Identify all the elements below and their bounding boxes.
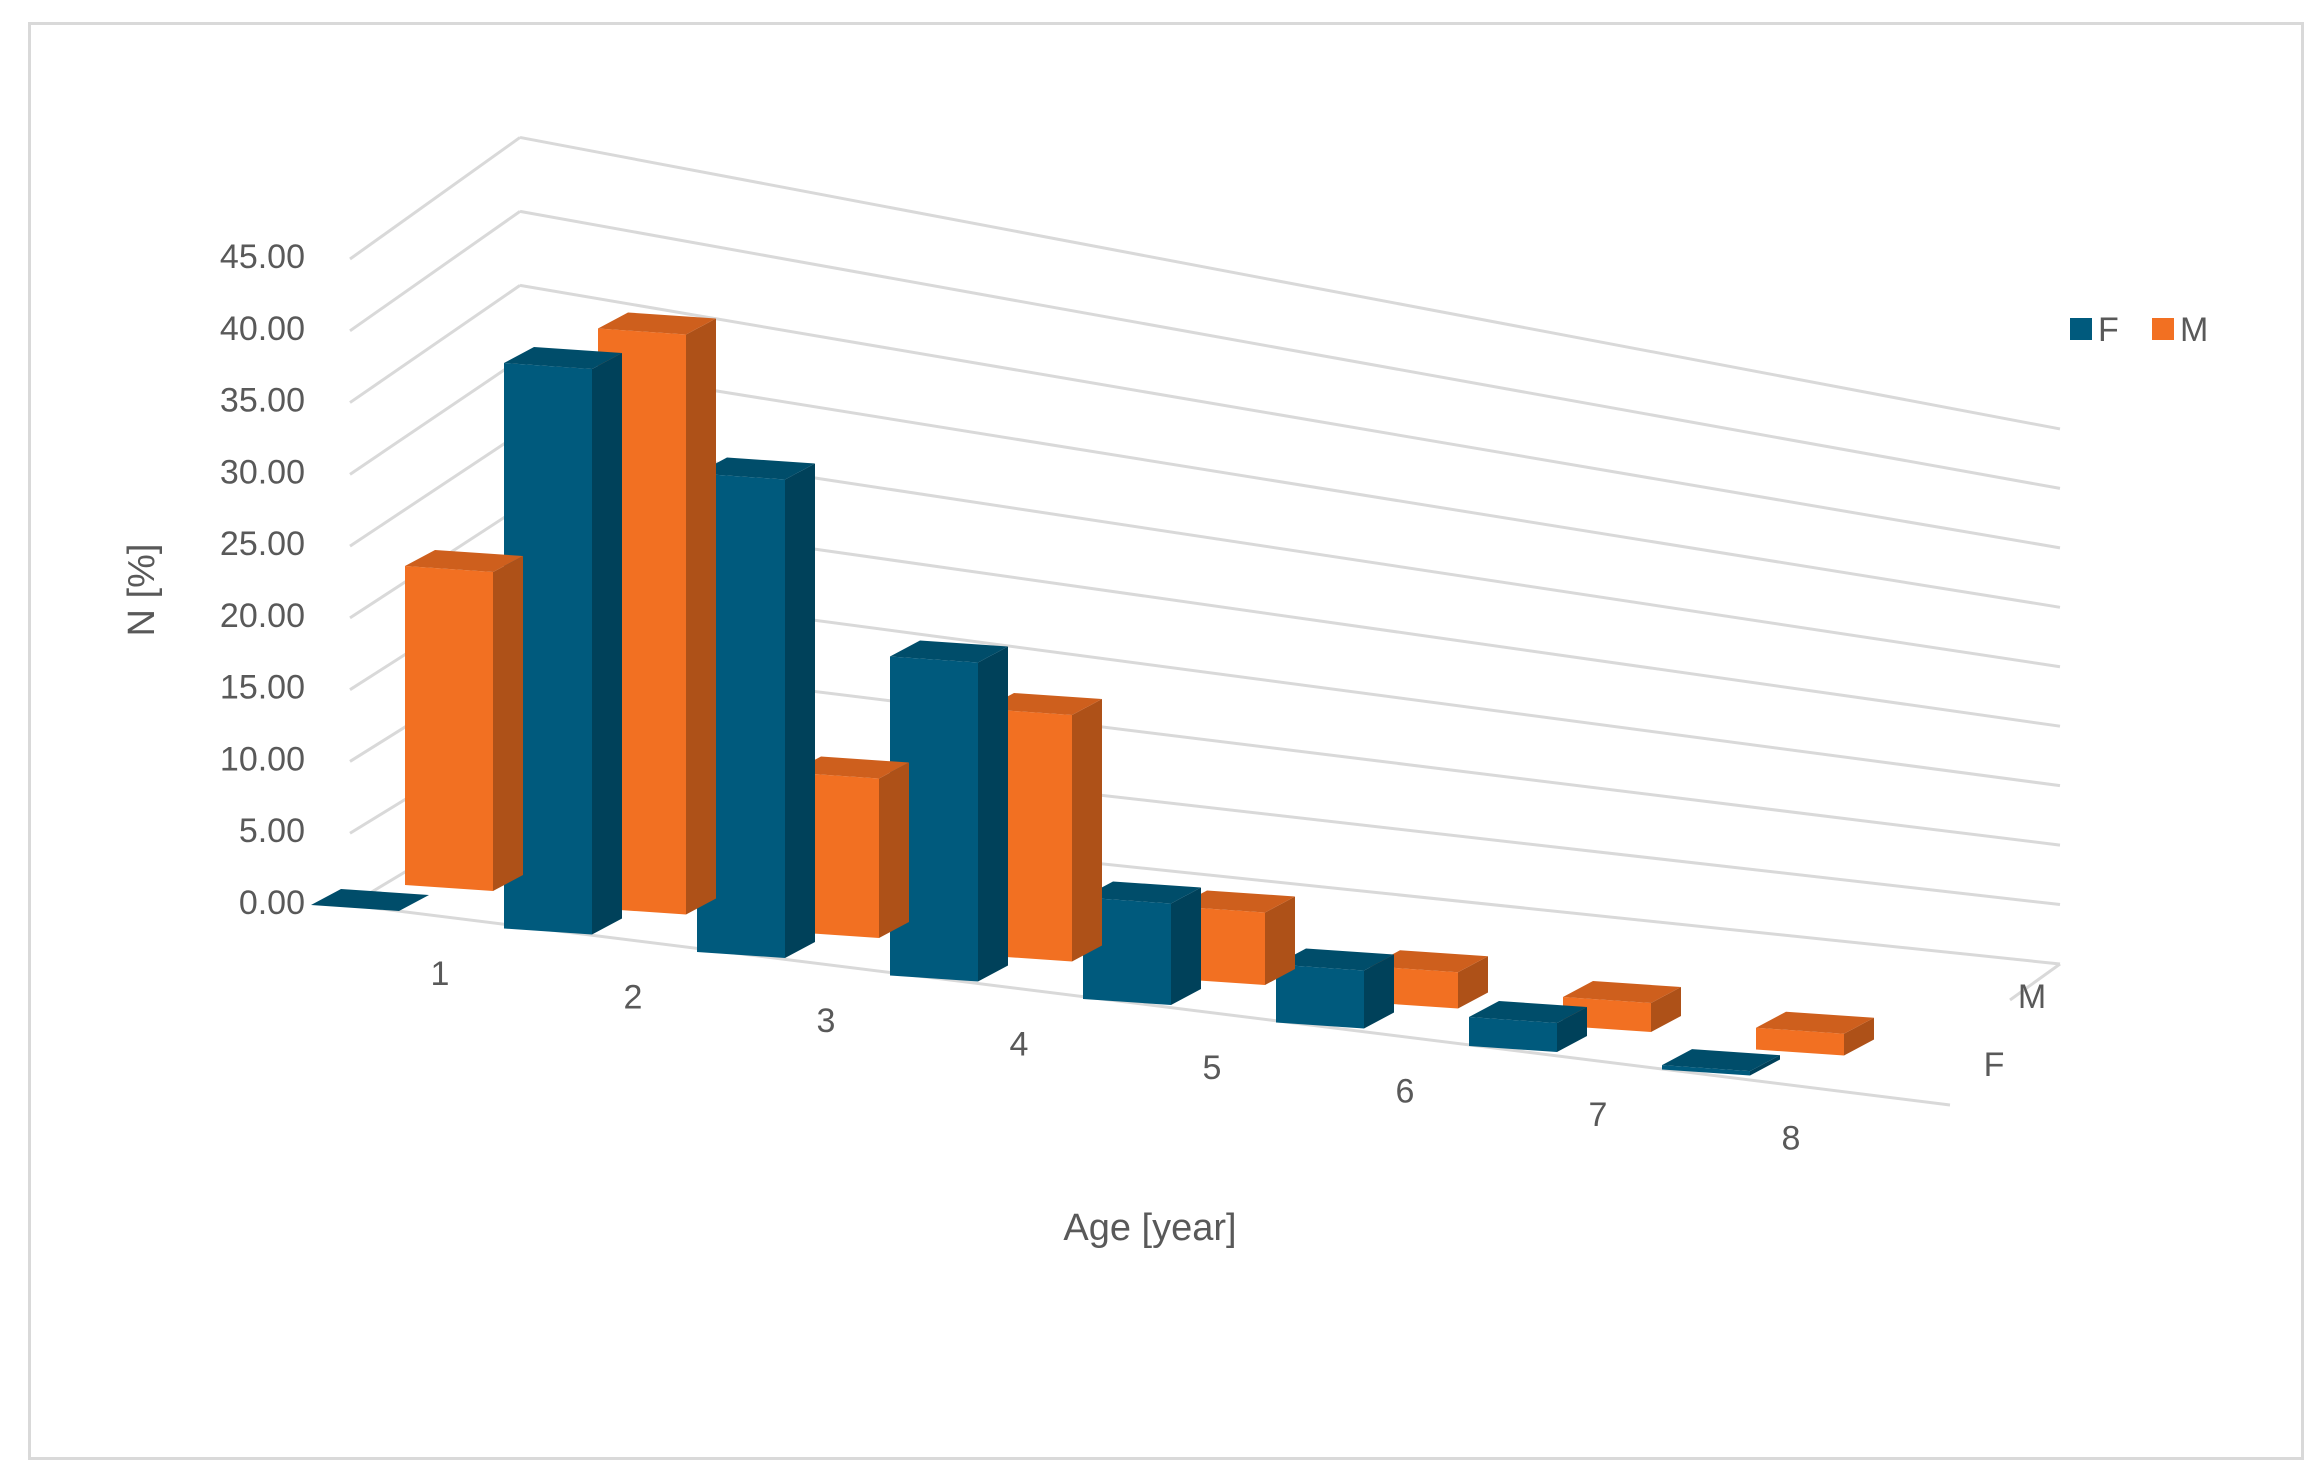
bar-side: [686, 318, 716, 915]
bar-side: [1458, 956, 1488, 1009]
floor-right-edge: [2009, 962, 2061, 1002]
bar-top: [1756, 1011, 1874, 1034]
bar-F-4: [890, 640, 1008, 982]
gridline: [519, 283, 2061, 550]
bar-top: [1563, 981, 1681, 1003]
depth-tick-label: F: [1984, 1046, 2005, 1084]
bar-F-6: [1276, 948, 1394, 1029]
y-axis-ticks: 0.00 5.00 10.00 15.00 20.00 25.00 30.00 35.00 40…: [220, 238, 305, 922]
bar-top: [405, 550, 523, 572]
bar-F-7: [1469, 1001, 1587, 1052]
bar-top: [598, 312, 716, 335]
bar-front: [1469, 1017, 1557, 1052]
gridline: [349, 358, 521, 476]
bar-top: [311, 889, 429, 911]
y-tick-label: 30.00: [220, 453, 305, 491]
bar-side: [1844, 1017, 1874, 1056]
bar-M-1: [405, 550, 523, 891]
gridline: [519, 357, 2061, 609]
bar-top: [984, 693, 1102, 715]
y-tick-label: 20.00: [220, 597, 305, 635]
bar-side: [978, 646, 1008, 982]
y-tick-label: 5.00: [239, 812, 305, 850]
x-tick-label: 7: [1589, 1096, 1608, 1134]
bar-side: [1072, 699, 1102, 962]
bar-F-2: [504, 347, 622, 935]
bar-front: [504, 363, 592, 935]
y-tick-label: 15.00: [220, 669, 305, 707]
bar-top: [1276, 948, 1394, 971]
bar-top: [791, 756, 909, 779]
bar-front: [1662, 1065, 1750, 1076]
bar-top: [504, 347, 622, 369]
bar-side: [592, 353, 622, 935]
bar-side: [785, 463, 815, 958]
bar-F-3: [697, 457, 815, 958]
x-tick-label: 8: [1782, 1120, 1801, 1158]
bar-front: [1083, 897, 1171, 1005]
bars: [311, 312, 1874, 1076]
depth-tick-label: M: [2018, 978, 2046, 1016]
gridline: [349, 210, 521, 333]
bar-top: [1469, 1001, 1587, 1023]
bar-front: [1756, 1027, 1844, 1056]
x-tick-label: 5: [1203, 1049, 1222, 1087]
gridline: [349, 284, 521, 404]
bar-F-8: [1662, 1049, 1780, 1076]
bar-top: [1083, 881, 1201, 904]
bar-side: [1265, 896, 1295, 985]
gridline: [349, 136, 521, 261]
bar-top: [1177, 890, 1295, 913]
bar-top: [1370, 950, 1488, 973]
bar-side: [1171, 887, 1201, 1005]
gridline: [519, 135, 2061, 431]
legend-swatch-F: [2070, 318, 2092, 340]
y-tick-label: 10.00: [220, 740, 305, 778]
bar-M-8: [1756, 1011, 1874, 1056]
bar-top: [697, 457, 815, 480]
x-tick-label: 2: [624, 979, 643, 1017]
bar-top: [890, 640, 1008, 663]
y-tick-label: 25.00: [220, 525, 305, 563]
bar-side: [493, 556, 523, 891]
bar-F-5: [1083, 881, 1201, 1005]
x-tick-label: 3: [817, 1002, 836, 1040]
bar-F-1: [311, 889, 429, 911]
y-tick-label: 0.00: [239, 884, 305, 922]
x-tick-label: 6: [1396, 1073, 1415, 1111]
depth-axis-ticks: MF: [1984, 978, 2047, 1084]
bar-side: [1557, 1007, 1587, 1052]
bar-side: [1364, 954, 1394, 1029]
bar-top: [1662, 1049, 1780, 1072]
x-axis-ticks: 1 2 3 4 5 6 7 8: [431, 955, 1801, 1158]
legend-swatch-M: [2152, 318, 2174, 340]
legend-label: M: [2180, 311, 2208, 349]
bar-front: [697, 473, 785, 958]
bar-side: [1651, 987, 1681, 1032]
x-tick-label: 4: [1010, 1026, 1029, 1064]
gridline: [349, 432, 521, 548]
bar-front: [1276, 964, 1364, 1029]
y-axis-title: N [%]: [121, 544, 163, 637]
bar-front: [405, 566, 493, 891]
bar-front: [890, 656, 978, 982]
chart-floor: [349, 903, 2061, 1107]
legend-label: F: [2098, 311, 2119, 349]
x-axis-title: Age [year]: [1063, 1207, 1236, 1249]
y-tick-label: 40.00: [220, 310, 305, 348]
x-tick-label: 1: [431, 955, 450, 993]
bar-side: [879, 762, 909, 938]
y-tick-label: 45.00: [220, 238, 305, 276]
gridline: [519, 209, 2061, 490]
floor-front-edge: [349, 903, 1951, 1107]
y-tick-label: 35.00: [220, 382, 305, 420]
bar-side: [1750, 1055, 1780, 1076]
